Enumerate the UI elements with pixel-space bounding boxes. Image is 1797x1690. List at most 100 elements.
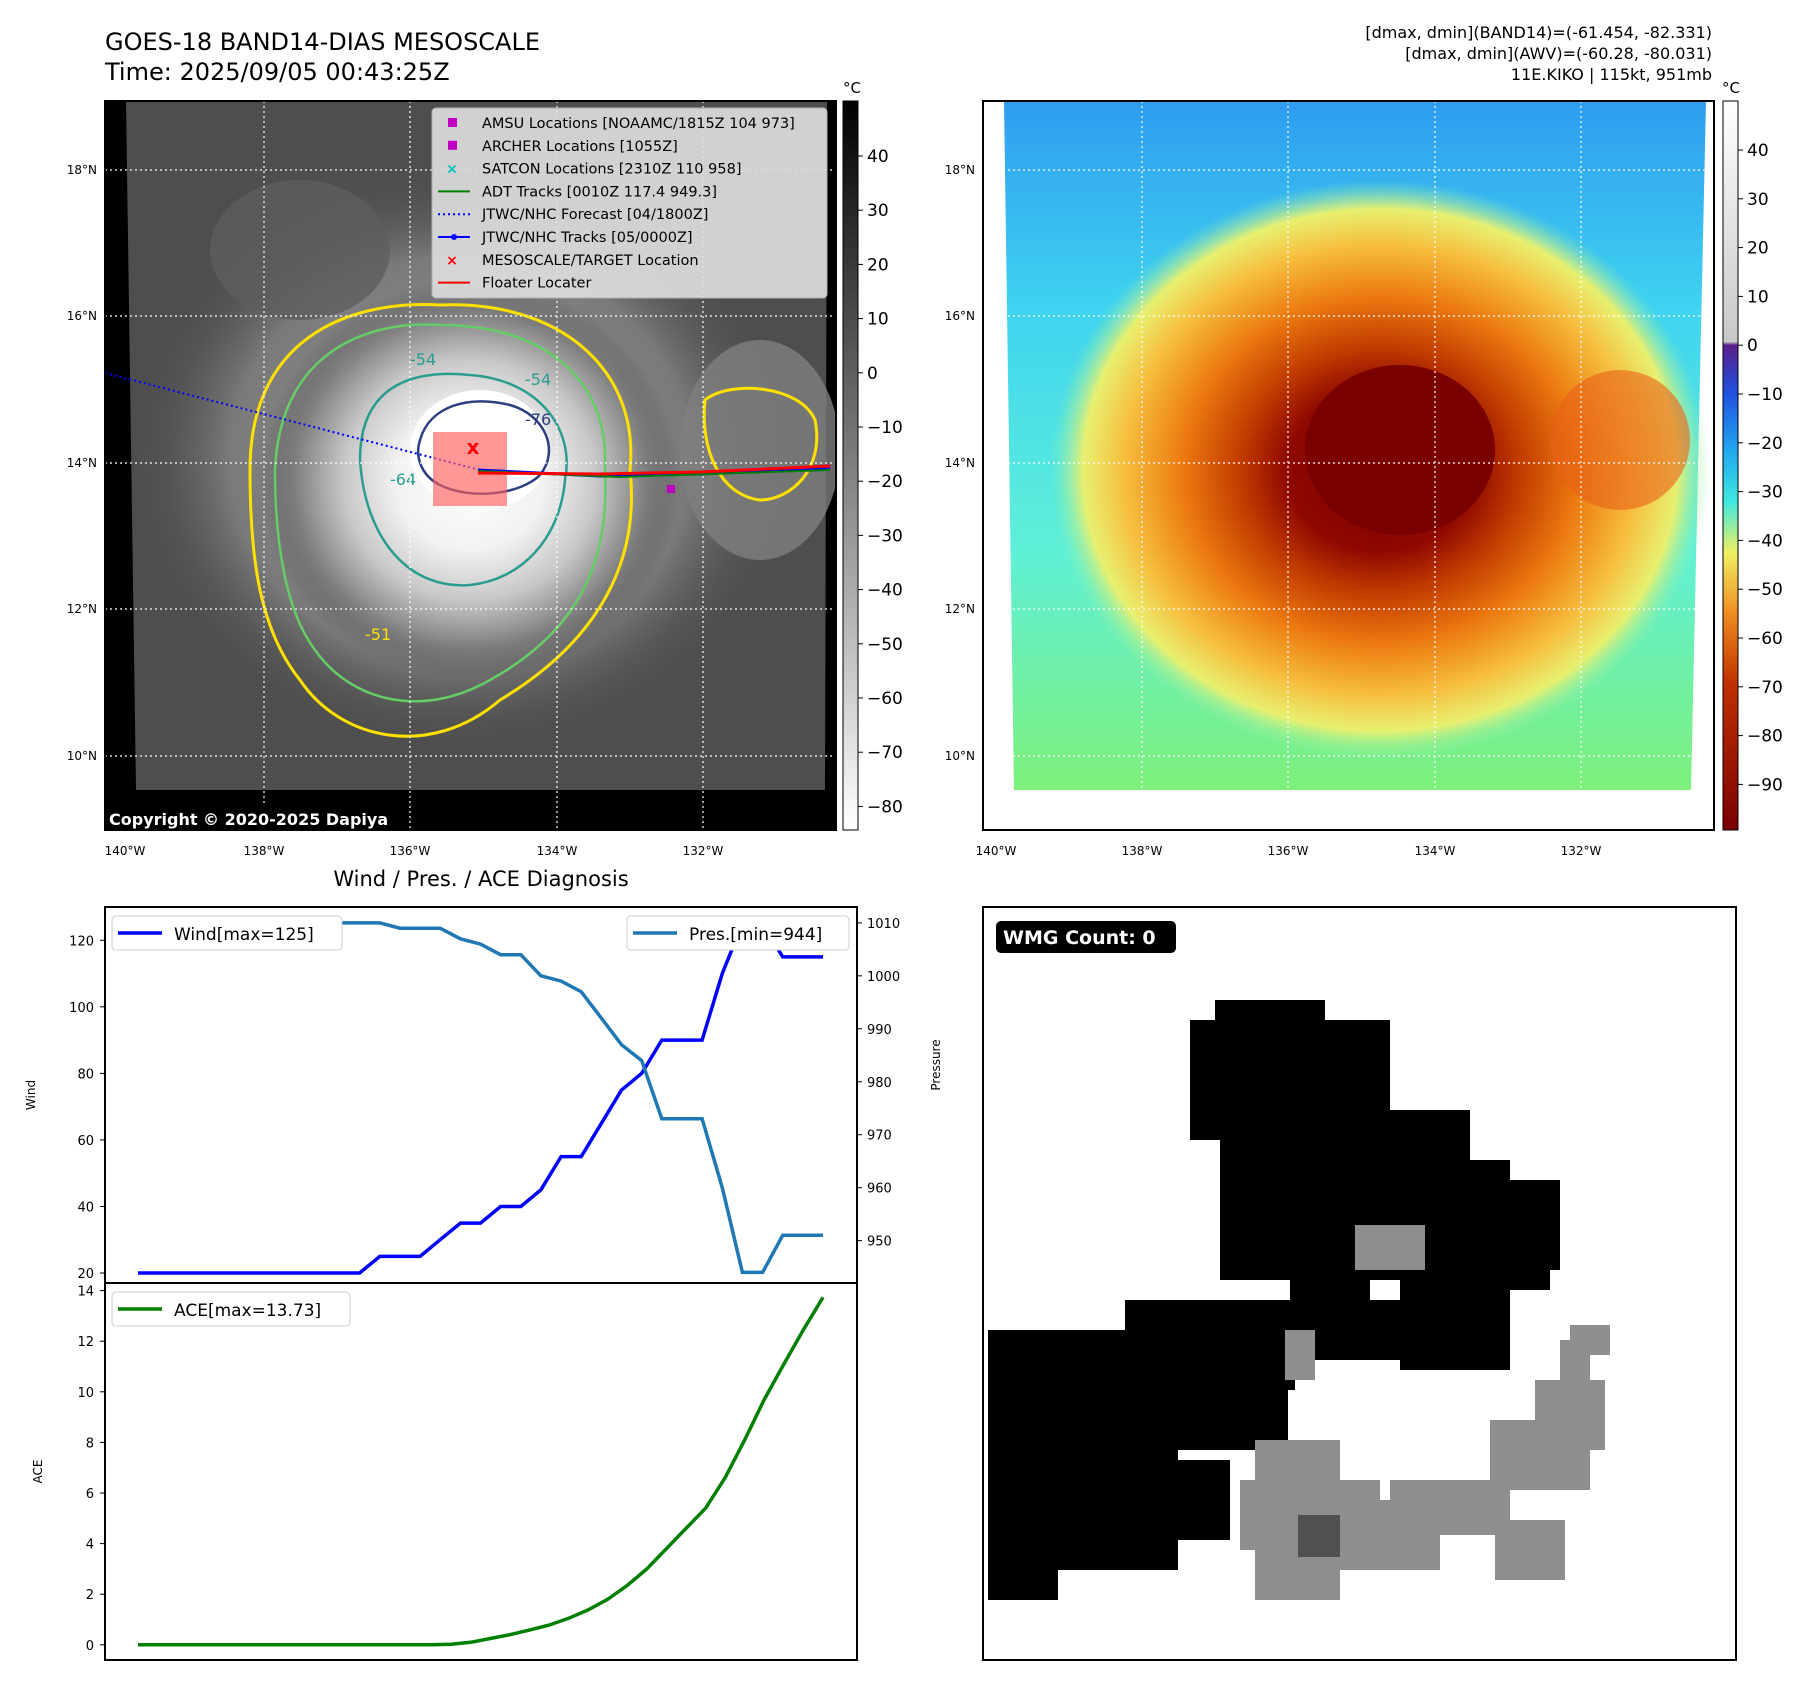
wind-axis-label: Wind	[24, 1080, 38, 1110]
colorbar-tick-label: 40	[867, 147, 889, 167]
wmg-frame	[982, 906, 1737, 1661]
pressure-tick-label: 1010	[867, 917, 900, 932]
colorbar-tick-label: −90	[1747, 775, 1783, 795]
colorbar-tick-label: 30	[867, 201, 889, 221]
ace-tick-label: 0	[86, 1639, 94, 1654]
ace-legend-label: ACE[max=13.73]	[174, 1301, 321, 1321]
colorbar-tick-label: −70	[1747, 678, 1783, 698]
awv-colorbar-unit: °C	[1722, 79, 1740, 97]
legend-symbol: ×	[446, 253, 458, 269]
svg-text:×: ×	[446, 162, 458, 178]
wind-tick-label: 80	[77, 1067, 94, 1082]
legend-symbol: ×	[446, 162, 458, 178]
colorbar-tick-label: −70	[867, 743, 903, 763]
wind-tick-label: 20	[77, 1267, 94, 1282]
ace-tick-label: 10	[77, 1386, 94, 1401]
ace-axis-label: ACE	[31, 1460, 45, 1484]
colorbar-tick-label: −80	[867, 797, 903, 817]
contour-yellow-east	[702, 386, 819, 502]
contour-label-4: -64	[390, 470, 416, 489]
colorbar-tick-label: −40	[1747, 531, 1783, 551]
ir-colorbar-unit: °C	[843, 79, 861, 97]
wmg-badge-bg	[996, 921, 1176, 953]
copyright: Copyright © 2020-2025 Dapiya	[109, 810, 388, 829]
wind-legend	[111, 915, 343, 951]
lon-tick-label: 134°W	[537, 844, 578, 858]
pressure-legend-label: Pres.[min=944]	[689, 925, 822, 945]
figure-title-line1: GOES-18 BAND14-DIAS MESOSCALE	[105, 28, 540, 56]
lon-tick-label: 134°W	[1415, 844, 1456, 858]
lat-tick-label: 14°N	[67, 456, 97, 470]
ace-line	[138, 1296, 825, 1647]
pressure-tick-label: 990	[867, 1023, 892, 1038]
svg-text:×: ×	[446, 253, 458, 269]
legend-label: AMSU Locations [NOAAMC/1815Z 104 973]	[482, 116, 795, 132]
info-line-1: [dmax, dmin](BAND14)=(-61.454, -82.331)	[1365, 23, 1712, 42]
lon-tick-label: 140°W	[976, 844, 1017, 858]
lat-tick-label: 18°N	[67, 163, 97, 177]
legend-label: ARCHER Locations [1055Z]	[482, 139, 678, 155]
colorbar-tick-label: −30	[1747, 483, 1783, 503]
ir-legend: AMSU Locations [NOAAMC/1815Z 104 973] ARC…	[431, 107, 828, 299]
contour-label-5: -51	[365, 625, 391, 644]
lon-tick-label: 138°W	[1122, 844, 1163, 858]
colorbar-tick-label: −10	[867, 418, 903, 438]
pressure-tick-label: 1000	[867, 970, 900, 985]
wind-line	[138, 921, 823, 1275]
ace-legend	[111, 1291, 351, 1327]
pressure-tick-label: 960	[867, 1182, 892, 1197]
floater-track	[477, 464, 831, 476]
legend-label: Floater Locater	[482, 276, 591, 292]
colorbar-tick-label: −60	[1747, 629, 1783, 649]
colorbar-tick-label: −20	[1747, 434, 1783, 454]
lat-tick-label: 12°N	[945, 602, 975, 616]
awv-colorbar	[1722, 100, 1739, 831]
lat-tick-label: 16°N	[945, 309, 975, 323]
lon-tick-label: 136°W	[390, 844, 431, 858]
colorbar-tick-label: −80	[1747, 727, 1783, 747]
legend-symbol	[448, 118, 457, 127]
wind-tick-label: 100	[69, 1001, 94, 1016]
legend-label: SATCON Locations [2310Z 110 958]	[482, 162, 741, 178]
info-line-2: [dmax, dmin](AWV)=(-60.28, -80.031)	[1405, 44, 1712, 63]
wind-tick-label: 120	[69, 934, 94, 949]
ace-tick-label: 14	[77, 1285, 94, 1300]
contour-label-1: -54	[410, 350, 436, 369]
ace-chart: 0 2 4 6 8 10 12 14 ACE ACE[max=13.73]	[31, 1282, 858, 1661]
colorbar-tick-label: −20	[867, 472, 903, 492]
colorbar-tick-label: 20	[1747, 239, 1769, 259]
lat-tick-label: 12°N	[67, 602, 97, 616]
wind-tick-label: 60	[77, 1134, 94, 1149]
colorbar-tick-label: 20	[867, 255, 889, 275]
legend-label: JTWC/NHC Tracks [05/0000Z]	[481, 230, 693, 246]
pressure-tick-label: 950	[867, 1235, 892, 1250]
colorbar-tick-label: 0	[867, 364, 878, 384]
amsu-point	[667, 485, 675, 493]
colorbar-tick-label: −30	[867, 526, 903, 546]
colorbar-tick-label: −10	[1747, 385, 1783, 405]
lat-tick-label: 14°N	[945, 456, 975, 470]
colorbar-tick-label: 0	[1747, 336, 1758, 356]
pressure-axis-label: Pressure	[929, 1039, 943, 1090]
ace-tick-label: 2	[86, 1588, 94, 1603]
info-line-3: 11E.KIKO | 115kt, 951mb	[1511, 65, 1712, 84]
legend-box	[431, 107, 828, 299]
lon-tick-label: 132°W	[1561, 844, 1602, 858]
colorbar-tick-label: −50	[867, 635, 903, 655]
contour-label-2: -54	[525, 370, 551, 389]
wmg-panel: WMG Count: 0	[982, 906, 1737, 1661]
wind-pressure-chart: 20 40 60 80 100 120 950 960 970 980 990 1000 1010 Win…	[24, 906, 943, 1284]
lat-tick-label: 18°N	[945, 163, 975, 177]
target-marker: x	[467, 435, 480, 459]
colorbar-tick-label: −50	[1747, 580, 1783, 600]
lon-tick-label: 136°W	[1268, 844, 1309, 858]
contour-green	[273, 323, 607, 703]
lon-tick-label: 138°W	[244, 844, 285, 858]
ir-colorbar	[842, 100, 859, 831]
diagnosis-title: Wind / Pres. / ACE Diagnosis	[333, 867, 628, 891]
figure-title-line2: Time: 2025/09/05 00:43:25Z	[104, 58, 450, 86]
lon-tick-label: 132°W	[683, 844, 724, 858]
colorbar-tick-label: −60	[867, 689, 903, 709]
colorbar-tick-label: 10	[1747, 287, 1769, 307]
legend-symbol	[438, 234, 470, 240]
